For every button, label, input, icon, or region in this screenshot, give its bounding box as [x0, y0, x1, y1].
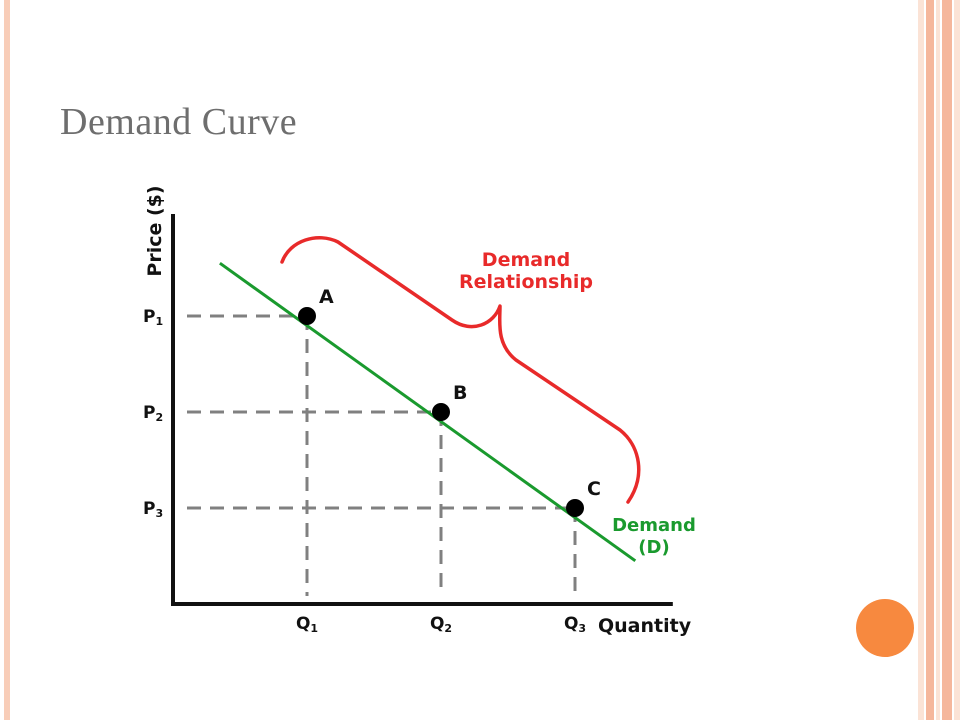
demand-relationship-bracket	[280, 236, 641, 504]
stripe-5	[954, 0, 960, 720]
point-label-a: A	[319, 286, 334, 308]
chart-axes	[171, 214, 673, 606]
series-label-line-2: (D)	[638, 537, 669, 558]
slide-title: Demand Curve	[60, 101, 298, 143]
x-tick-label-q2: Q2	[430, 614, 452, 635]
accent-circle	[856, 599, 914, 657]
y-axis-label: Price ($)	[144, 185, 166, 276]
y-tick-label-p1: P1	[143, 307, 163, 328]
x-axis-label: Quantity	[598, 615, 692, 637]
x-tick-label-q3: Q3	[564, 614, 586, 635]
stripe-2	[926, 0, 934, 720]
y-tick-label-p2: P2	[143, 403, 163, 424]
point-a	[298, 307, 316, 325]
point-c	[566, 499, 584, 517]
stripe-4	[942, 0, 952, 720]
point-label-b: B	[453, 382, 467, 404]
data-points	[298, 307, 584, 517]
x-tick-label-q1: Q1	[296, 614, 318, 635]
annotation-line-1: Demand	[482, 249, 570, 271]
series-label-line-1: Demand	[612, 515, 696, 536]
point-b	[432, 403, 450, 421]
stripe-1	[918, 0, 924, 720]
slide-right-stripes	[918, 0, 960, 720]
y-tick-label-p3: P3	[143, 499, 163, 520]
guide-lines	[187, 314, 577, 596]
point-label-c: C	[587, 478, 601, 500]
slide-left-border	[4, 0, 10, 720]
stripe-3	[936, 0, 940, 720]
demand-line	[219, 261, 637, 563]
annotation-line-2: Relationship	[459, 271, 593, 293]
